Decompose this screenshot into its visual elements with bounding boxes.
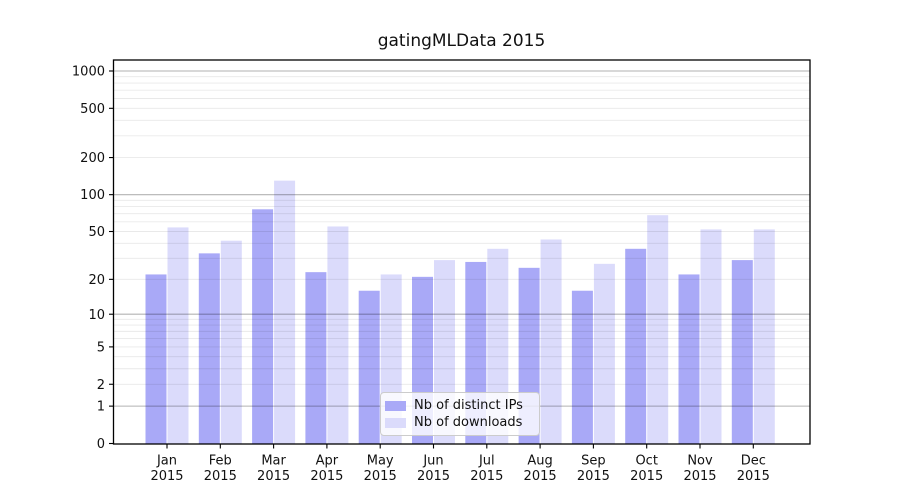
bar-nb-of-distinct-ips-apr — [305, 272, 327, 444]
y-tick-label: 200 — [80, 151, 105, 166]
y-tick-label: 0 — [97, 437, 105, 452]
y-tick-label: 1 — [97, 400, 105, 415]
x-tick-label-year: 2015 — [470, 469, 503, 484]
x-tick-label-month: Jan — [156, 454, 177, 469]
x-tick-label-month: May — [367, 454, 394, 469]
y-tick-label: 100 — [80, 188, 105, 203]
bar-nb-of-distinct-ips-mar — [252, 209, 274, 444]
x-tick-label-year: 2015 — [683, 469, 716, 484]
y-tick-label: 5 — [97, 340, 105, 355]
bar-nb-of-downloads-feb — [220, 240, 242, 444]
y-tick-label: 500 — [80, 102, 105, 117]
x-tick-label-year: 2015 — [310, 469, 343, 484]
bar-nb-of-distinct-ips-may — [358, 290, 380, 444]
bar-nb-of-downloads-sep — [593, 263, 615, 444]
bar-nb-of-downloads-mar — [274, 180, 296, 444]
bar-nb-of-downloads-oct — [647, 215, 669, 444]
legend-label-distinct-ips: Nb of distinct IPs — [414, 398, 523, 413]
bar-nb-of-distinct-ips-oct — [625, 248, 647, 444]
x-tick-label-year: 2015 — [630, 469, 663, 484]
x-tick-label-month: Feb — [209, 454, 232, 469]
bar-nb-of-distinct-ips-jan — [145, 274, 167, 444]
x-tick-label-month: Apr — [316, 454, 339, 469]
bar-nb-of-downloads-jan — [167, 227, 189, 444]
bar-nb-of-distinct-ips-feb — [198, 253, 220, 444]
plot-frame — [112, 59, 811, 445]
y-tick-label: 1000 — [72, 65, 105, 80]
y-tick-label: 50 — [88, 225, 105, 240]
x-tick-label-year: 2015 — [257, 469, 290, 484]
x-tick-label-month: Aug — [527, 454, 552, 469]
bar-nb-of-downloads-dec — [753, 229, 775, 444]
bar-nb-of-downloads-apr — [327, 226, 349, 444]
x-tick-label-year: 2015 — [737, 469, 770, 484]
chart-title: gatingMLData 2015 — [377, 31, 546, 51]
bar-nb-of-downloads-nov — [700, 229, 722, 444]
bar-nb-of-downloads-aug — [540, 239, 562, 444]
x-tick-label-month: Jul — [478, 454, 495, 469]
legend-swatch-downloads-icon — [385, 417, 406, 428]
x-tick-label-year: 2015 — [577, 469, 610, 484]
x-tick-label-year: 2015 — [364, 469, 397, 484]
legend-item-distinct-ips: Nb of distinct IPs — [385, 397, 532, 414]
y-tick-label: 10 — [88, 308, 105, 323]
legend: Nb of distinct IPs Nb of downloads — [380, 392, 540, 436]
x-tick-label-year: 2015 — [417, 469, 450, 484]
x-tick-label-month: Mar — [261, 454, 286, 469]
legend-item-downloads: Nb of downloads — [385, 414, 532, 431]
bar-nb-of-distinct-ips-dec — [731, 260, 753, 444]
x-tick-label-year: 2015 — [150, 469, 183, 484]
y-tick-label: 20 — [88, 273, 105, 288]
x-tick-label-month: Dec — [741, 454, 766, 469]
bar-nb-of-distinct-ips-nov — [678, 274, 700, 444]
x-tick-label-month: Sep — [581, 454, 606, 469]
y-tick-label: 2 — [97, 378, 105, 393]
x-tick-label-month: Oct — [635, 454, 657, 469]
x-tick-label-month: Jun — [422, 454, 443, 469]
bar-nb-of-distinct-ips-sep — [571, 290, 593, 444]
legend-swatch-distinct-ips-icon — [385, 400, 406, 411]
x-tick-label-year: 2015 — [204, 469, 237, 484]
x-tick-label-year: 2015 — [524, 469, 557, 484]
x-tick-label-month: Nov — [687, 454, 713, 469]
legend-label-downloads: Nb of downloads — [414, 415, 523, 430]
